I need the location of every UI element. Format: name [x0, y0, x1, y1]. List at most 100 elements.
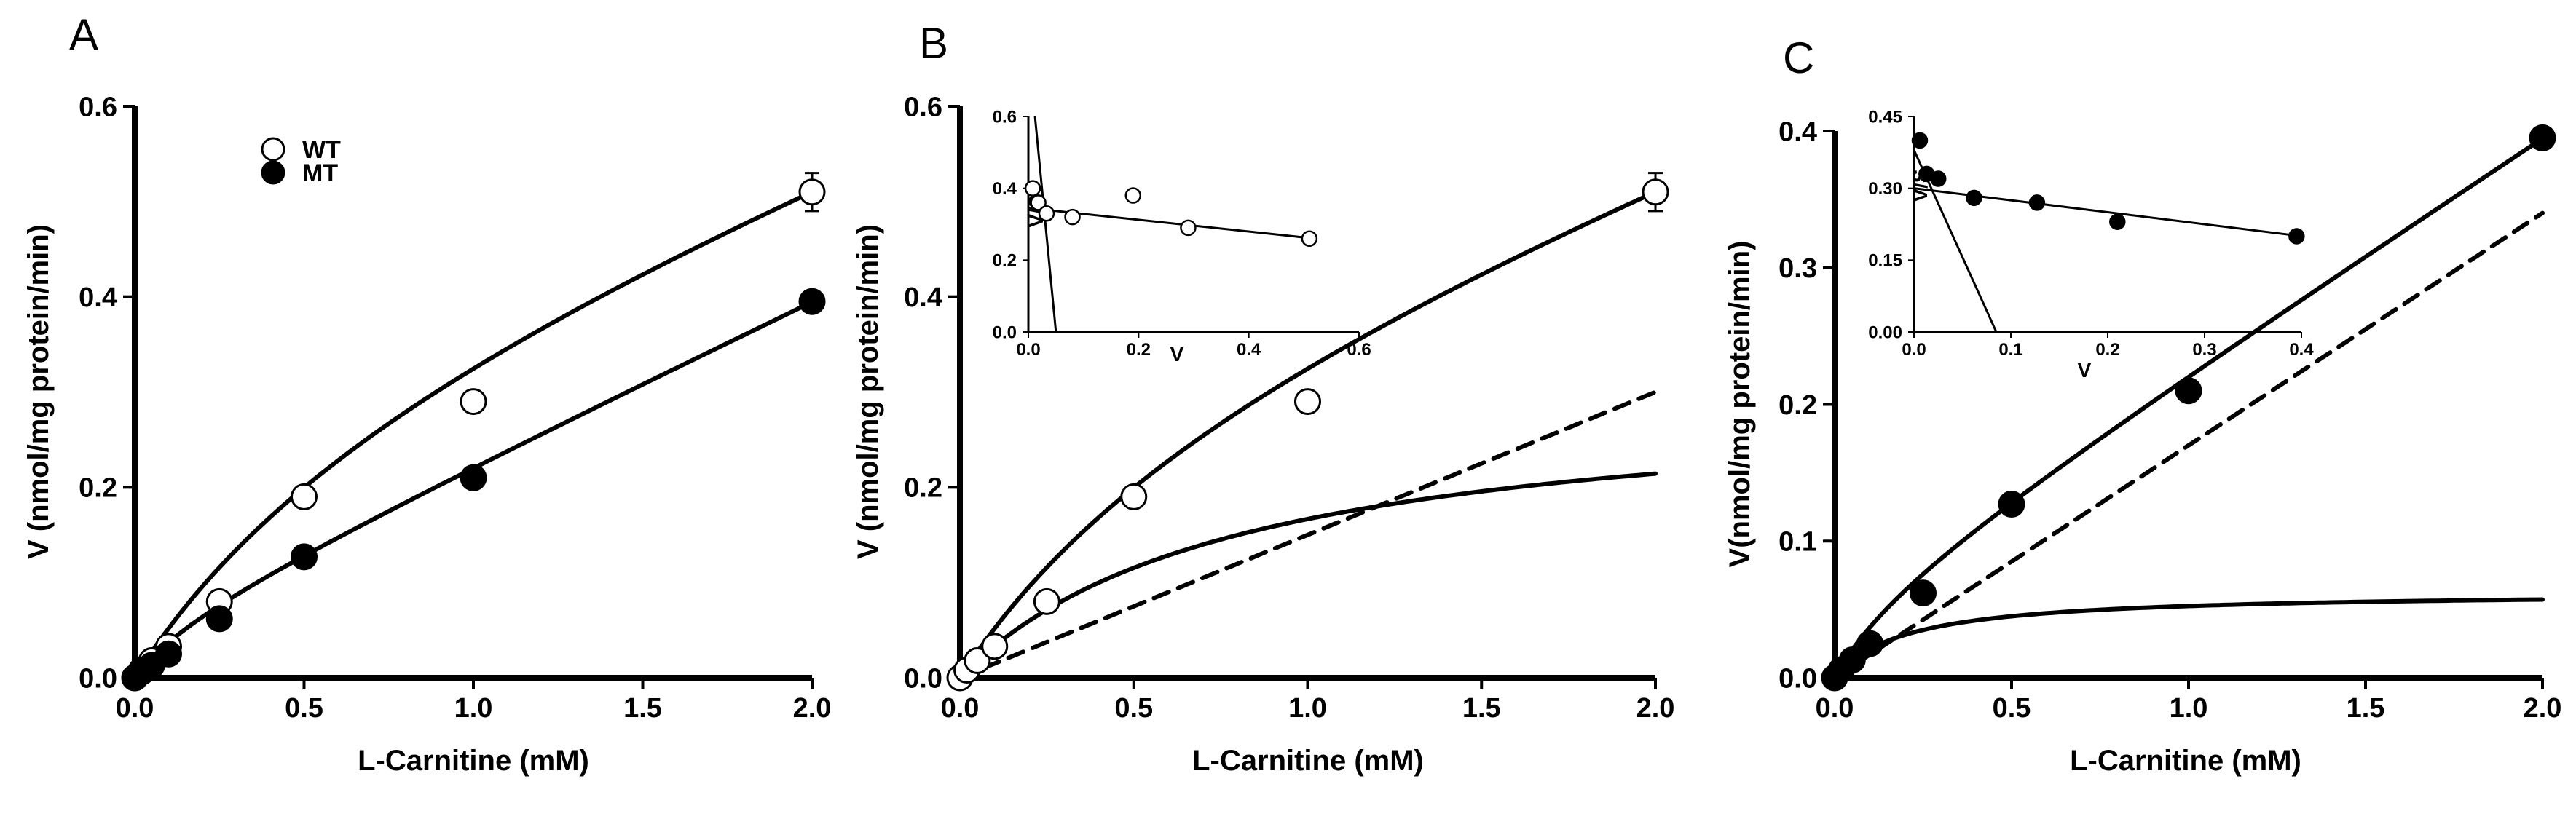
chart-a-xlabel: L-Carnitine (mM): [358, 745, 589, 777]
chart-b-inset-point-5: [1180, 219, 1197, 237]
chart-a-ytick-label-2: 0.4: [79, 282, 117, 313]
chart-c-inset-ytick-label-3: 0.45: [1868, 107, 1902, 127]
chart-c-point-mt-4: [1910, 579, 1937, 607]
chart-c-inset-xtick-label-2: 0.2: [2095, 340, 2119, 360]
chart-b-inset-point-0: [1024, 180, 1041, 197]
chart-c-point-mt-3: [1856, 630, 1884, 657]
chart-c-ylabel: V(nmol/mg protein/min): [1724, 241, 1756, 568]
chart-b-xtick-label-3: 1.5: [1462, 693, 1501, 724]
chart-a: 0.0 0.5 1.0 1.5 2.0 0.0 0.2 0.4 0.6 L-Carnitine …: [23, 92, 831, 777]
chart-b-ytick-label-2: 0.4: [904, 282, 942, 313]
chart-a-point-mt-4: [205, 605, 233, 633]
chart-c-xtick-label-2: 1.0: [2170, 693, 2208, 724]
chart-b-inset-point-2: [1038, 205, 1055, 222]
chart-a-xtick-label-3: 1.5: [623, 693, 662, 724]
chart-a-legend-label-wt: WT: [302, 136, 341, 164]
chart-b-inset-xtick-label-2: 0.4: [1237, 340, 1261, 360]
chart-c-inset-point-4: [2028, 194, 2046, 211]
chart-c-inset-ytick-label-0: 0.00: [1868, 323, 1902, 342]
chart-a-legend-label-mt: MT: [302, 159, 338, 187]
chart-a-point-wt-7: [798, 178, 826, 206]
chart-c-inset-point-0: [1911, 132, 1929, 149]
chart-b-xtick-label-0: 0.0: [941, 693, 980, 724]
chart-a-point-mt-6: [460, 464, 487, 491]
chart-b-point-wt-6: [1294, 388, 1321, 416]
chart-b-point-wt-3: [981, 633, 1009, 660]
chart-c-xlabel: L-Carnitine (mM): [2070, 745, 2301, 777]
chart-b-point-wt-7: [1642, 178, 1669, 206]
chart-b-inset-ytick-label-2: 0.4: [993, 179, 1017, 199]
chart-c-inset-xtick-label-0: 0.0: [1902, 340, 1926, 360]
chart-a-xtick-label-1: 0.5: [285, 693, 323, 724]
chart-a-point-mt-3: [155, 640, 182, 668]
chart-b-inset-point-4: [1124, 187, 1142, 204]
chart-c-curve-0: [1832, 136, 2545, 680]
chart-c-point-mt-5: [1998, 491, 2025, 518]
chart-c-inset-ytick-label-1: 0.15: [1868, 251, 1902, 271]
chart-b-inset-xtick-label-0: 0.0: [1016, 340, 1040, 360]
chart-b-ylabel: V (nmol/mg protein/min): [852, 224, 884, 559]
chart-c-inset-xtick-label-1: 0.1: [1998, 340, 2022, 360]
chart-c-inset-point-3: [1966, 189, 1982, 207]
chart-a-xtick-label-2: 1.0: [454, 693, 493, 724]
chart-b-inset: 0.0 0.2 0.4 0.60.00.20.40.6 V V/S: [993, 107, 1371, 365]
chart-c-ytick-label-4: 0.4: [1779, 116, 1817, 147]
chart-c-xtick-label-0: 0.0: [1816, 693, 1854, 724]
chart-c-ytick-label-0: 0.0: [1779, 663, 1817, 694]
chart-a-ytick-label-1: 0.2: [79, 473, 117, 504]
chart-b-xtick-label-1: 0.5: [1114, 693, 1153, 724]
chart-b-inset-xtick-label-3: 0.6: [1347, 340, 1371, 360]
chart-b-inset-ytick-label-1: 0.2: [993, 251, 1017, 271]
chart-b-inset-ytick-label-0: 0.0: [993, 323, 1017, 342]
chart-b-ytick-label-3: 0.6: [904, 92, 942, 122]
chart-b-inset-ytick-label-3: 0.6: [993, 107, 1017, 127]
chart-a-ylabel: V (nmol/mg protein/min): [23, 224, 55, 559]
chart-a-point-mt-7: [798, 288, 826, 315]
chart-c-point-mt-7: [2529, 124, 2556, 151]
panel-label-a: A: [69, 10, 98, 59]
chart-c-point-mt-2: [1838, 646, 1866, 674]
chart-b-inset-xtick-label-1: 0.2: [1127, 340, 1151, 360]
chart-c-inset: 0.0 0.1 0.2 0.3 0.40.000.150.300.45 V V/S: [1868, 107, 2314, 381]
chart-b-inset-point-1: [1030, 194, 1047, 211]
chart-c-inset-point-5: [2109, 213, 2126, 230]
chart-b-point-wt-2: [964, 646, 991, 674]
chart-b-xtick-label-2: 1.0: [1288, 693, 1327, 724]
chart-b-inset-point-6: [1301, 230, 1318, 247]
chart-b-xlabel: L-Carnitine (mM): [1192, 745, 1424, 777]
chart-a-point-wt-5: [291, 483, 318, 510]
chart-c-inset-point-2: [1930, 170, 1947, 187]
chart-c-inset-xtick-label-4: 0.4: [2289, 340, 2314, 360]
chart-b-ytick-label-1: 0.2: [904, 473, 942, 504]
chart-c-inset-ytick-label-2: 0.30: [1868, 179, 1902, 199]
panel-label-b: B: [919, 19, 948, 68]
chart-c-ytick-label-3: 0.3: [1779, 253, 1817, 284]
chart-a-ytick-label-3: 0.6: [79, 92, 117, 122]
chart-a-ytick-label-0: 0.0: [79, 663, 117, 694]
chart-c-inset-point-6: [2288, 228, 2305, 245]
chart-c-point-mt-6: [2175, 377, 2202, 405]
chart-a-xtick-label-4: 2.0: [793, 693, 832, 724]
chart-c-xtick-label-1: 0.5: [1993, 693, 2031, 724]
chart-b-inset-line-1: [1033, 116, 1057, 333]
chart-b-point-wt-5: [1120, 483, 1148, 510]
chart-c-curve-2: [1832, 210, 2545, 680]
chart-b-curve-0: [958, 189, 1658, 680]
panel-label-c: C: [1783, 33, 1814, 82]
chart-a-xtick-label-0: 0.0: [116, 693, 154, 724]
chart-b-inset-point-3: [1064, 208, 1081, 226]
chart-a-point-wt-6: [460, 388, 487, 416]
chart-c-ytick-label-1: 0.1: [1779, 527, 1817, 558]
chart-a-curve-0: [133, 189, 814, 680]
chart-a-legend-marker-wt: [261, 137, 285, 162]
chart-c-ytick-label-2: 0.2: [1779, 390, 1817, 421]
chart-a-legend-marker-mt: [261, 160, 285, 185]
chart-c: 0.0 0.5 1.0 1.5 2.0 0.0 0.1 0.2 0.3 0.4 L-Carniti…: [1724, 107, 2561, 777]
chart-c-inset-xlabel: V: [2078, 359, 2092, 381]
chart-c-inset-xtick-label-3: 0.3: [2192, 340, 2216, 360]
chart-b-inset-xlabel: V: [1170, 343, 1184, 365]
chart-b-curve-1: [958, 471, 1658, 680]
chart-b: 0.0 0.5 1.0 1.5 2.0 0.0 0.2 0.4 0.6 L-Carnitine …: [852, 92, 1674, 777]
chart-b-xtick-label-4: 2.0: [1636, 693, 1675, 724]
